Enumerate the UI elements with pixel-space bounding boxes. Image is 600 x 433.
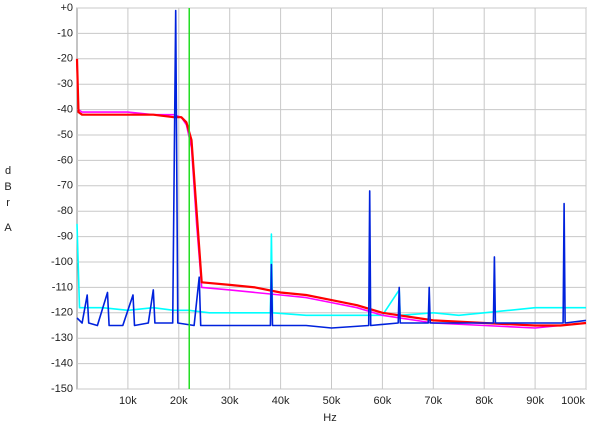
x-axis-label: Hz: [323, 412, 336, 424]
y-tick-label: -20: [57, 53, 73, 65]
series-line: [76, 9, 587, 329]
y-tick-label: -80: [57, 205, 73, 217]
y-tick-label: -140: [51, 358, 73, 370]
y-tick-label: -110: [52, 281, 73, 293]
x-tick-label: 100k: [561, 395, 585, 407]
y-tick-label: -10: [57, 27, 73, 39]
x-tick-label: 80k: [475, 395, 493, 407]
series-line: [75, 58, 587, 327]
y-axis-label: A: [2, 222, 14, 238]
y-tick-label: -120: [51, 307, 73, 319]
x-tick-label: 10k: [119, 395, 137, 407]
x-tick-label: 30k: [221, 395, 239, 407]
y-tick-label: -30: [57, 78, 73, 90]
y-tick-label: -150: [51, 383, 73, 395]
y-tick-label: -100: [51, 256, 73, 268]
y-tick-label: -90: [57, 231, 73, 243]
y-tick-label: +0: [60, 2, 73, 14]
x-tick-label: 20k: [170, 395, 188, 407]
y-tick-label: -40: [57, 104, 73, 116]
x-tick-label: 50k: [323, 395, 341, 407]
y-tick-label: -70: [57, 180, 73, 192]
x-tick-label: 60k: [374, 395, 392, 407]
y-tick-label: -50: [57, 129, 73, 141]
y-axis-label: dBr: [2, 165, 14, 213]
series-line: [76, 223, 586, 317]
x-tick-label: 90k: [526, 395, 544, 407]
y-tick-label: -130: [51, 332, 73, 344]
x-tick-label: 70k: [424, 395, 442, 407]
y-tick-label: -60: [57, 154, 73, 166]
x-tick-label: 40k: [272, 395, 290, 407]
